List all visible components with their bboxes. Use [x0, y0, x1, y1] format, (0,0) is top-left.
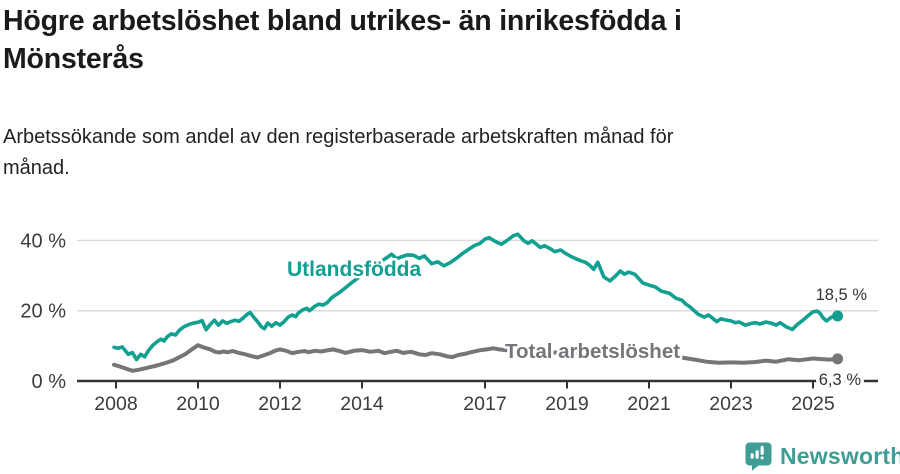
- x-tick-label-2025: 2025: [791, 393, 835, 415]
- series-end-dot-total: [832, 353, 844, 365]
- brand-name: Newsworthy: [780, 442, 900, 469]
- series-end-dot-utlandsfodda: [832, 310, 844, 322]
- subtitle-line-1: Arbetssökande som andel av den registerb…: [3, 126, 674, 148]
- newsworthy-logo-icon: [745, 442, 772, 471]
- end-value-label-utlandsfodda: 18,5 %: [816, 286, 868, 304]
- x-tick-label-2017: 2017: [463, 393, 506, 415]
- x-tick-label-2014: 2014: [340, 393, 384, 415]
- chart-subtitle: Arbetssökande som andel av den registerb…: [3, 122, 673, 184]
- series-line-total: [112, 343, 840, 373]
- y-tick-label-20: 20 %: [20, 301, 66, 323]
- y-tick-label-40: 40 %: [20, 230, 66, 252]
- series-label-total: Total arbetslöshet: [505, 340, 680, 363]
- title-line-2: Mönsterås: [3, 43, 144, 75]
- x-tick-label-2023: 2023: [709, 393, 752, 415]
- page-title: Högre arbetslöshet bland utrikes- än inr…: [3, 2, 682, 78]
- x-tick-label-2012: 2012: [258, 393, 301, 415]
- x-tick-label-2021: 2021: [627, 393, 670, 415]
- subtitle-line-2: månad.: [3, 157, 70, 179]
- series-line-utlandsfodda: [112, 232, 840, 362]
- end-value-label-total: 6,3 %: [819, 371, 862, 389]
- x-tick-label-2008: 2008: [94, 393, 137, 415]
- brand-footer: Newsworthy: [744, 441, 900, 471]
- y-tick-label-0: 0 %: [32, 371, 67, 393]
- x-tick-label-2019: 2019: [545, 393, 588, 415]
- title-line-1: Högre arbetslöshet bland utrikes- än inr…: [3, 5, 682, 37]
- x-tick-label-2010: 2010: [176, 393, 220, 415]
- series-label-utlandsfodda: Utlandsfödda: [287, 258, 421, 281]
